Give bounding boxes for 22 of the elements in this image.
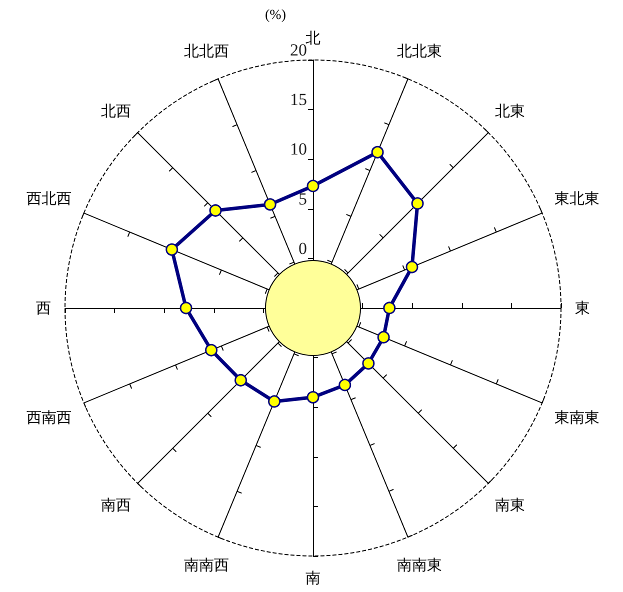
spoke-label: 東北東 — [554, 190, 600, 208]
spoke-label: 北北西 — [184, 42, 230, 60]
spoke-label: 南西 — [101, 496, 132, 514]
spoke-label: 南 — [306, 569, 320, 587]
spoke-label: 北 — [306, 29, 320, 47]
y-tick-label: 0 — [298, 238, 307, 258]
y-tick-label: 20 — [290, 40, 307, 60]
spoke-label: 北西 — [101, 102, 132, 120]
spoke-label: 西 — [36, 299, 51, 317]
spoke-label: 西南西 — [26, 408, 72, 426]
spoke-label: 北東 — [494, 102, 525, 120]
spoke-label: 北北東 — [396, 42, 442, 60]
y-tick-label: 10 — [290, 140, 307, 159]
spoke-label: 南南西 — [184, 556, 230, 574]
spoke-label: 東 — [575, 299, 590, 317]
spoke-label: 南南東 — [396, 556, 442, 574]
text: (%) — [265, 8, 286, 24]
y-tick-label: 5 — [298, 189, 307, 208]
spoke-label: 南東 — [494, 496, 525, 514]
y-tick-label: 15 — [290, 90, 307, 110]
spoke-label: 西北西 — [26, 190, 72, 208]
spoke-label: 東南東 — [554, 408, 600, 426]
